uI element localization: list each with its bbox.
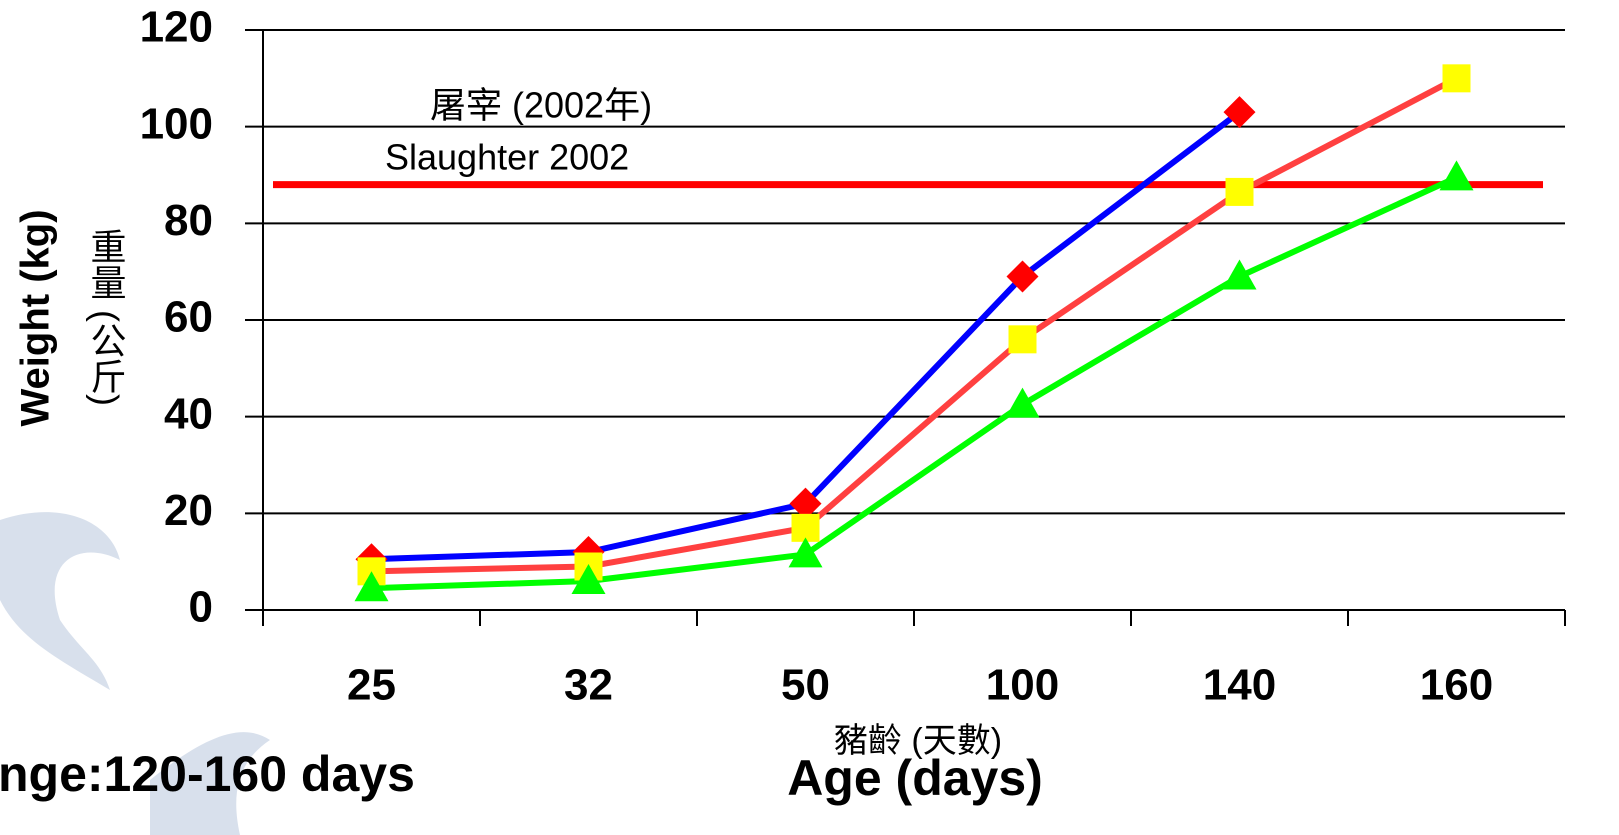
x-tick-label: 100 <box>986 661 1059 710</box>
x-tick-label: 160 <box>1420 661 1493 710</box>
marker <box>789 487 822 520</box>
marker <box>1223 96 1256 129</box>
y-tick-label: 0 <box>189 583 213 632</box>
x-tick-label: 32 <box>564 661 613 710</box>
y-axis-title-zh: 重量 (公斤) <box>85 228 126 406</box>
marker <box>354 571 389 602</box>
decoration <box>0 512 270 835</box>
marker <box>788 537 823 568</box>
marker <box>1225 177 1254 206</box>
ref-label-zh: 屠宰 (2002年) <box>430 85 652 126</box>
x-tick-label: 140 <box>1203 661 1276 710</box>
marker <box>1442 64 1471 93</box>
series-line <box>371 75 1458 575</box>
marker <box>1008 325 1037 354</box>
marker <box>1006 260 1039 293</box>
y-tick-label: 100 <box>140 99 213 148</box>
y-axis-title: Weight (kg) <box>14 209 58 426</box>
x-axis-title: Age (days) <box>787 750 1043 806</box>
marker <box>1005 387 1040 418</box>
y-tick-label: 80 <box>164 196 213 245</box>
y-tick-label: 60 <box>164 293 213 342</box>
series-line <box>371 174 1458 592</box>
x-tick-label: 25 <box>347 661 396 710</box>
y-tick-label: 120 <box>140 3 213 52</box>
marker <box>571 564 606 594</box>
y-tick-label: 40 <box>164 389 213 438</box>
footnote: nge:120-160 days <box>0 746 415 802</box>
marker <box>1222 259 1257 290</box>
y-tick-label: 20 <box>164 486 213 535</box>
ref-label: Slaughter 2002 <box>385 137 629 178</box>
x-axis-title-zh: 豬齡 (天數) <box>834 722 1002 760</box>
marker <box>791 513 820 542</box>
x-tick-label: 50 <box>781 661 830 710</box>
marker <box>1439 160 1474 191</box>
